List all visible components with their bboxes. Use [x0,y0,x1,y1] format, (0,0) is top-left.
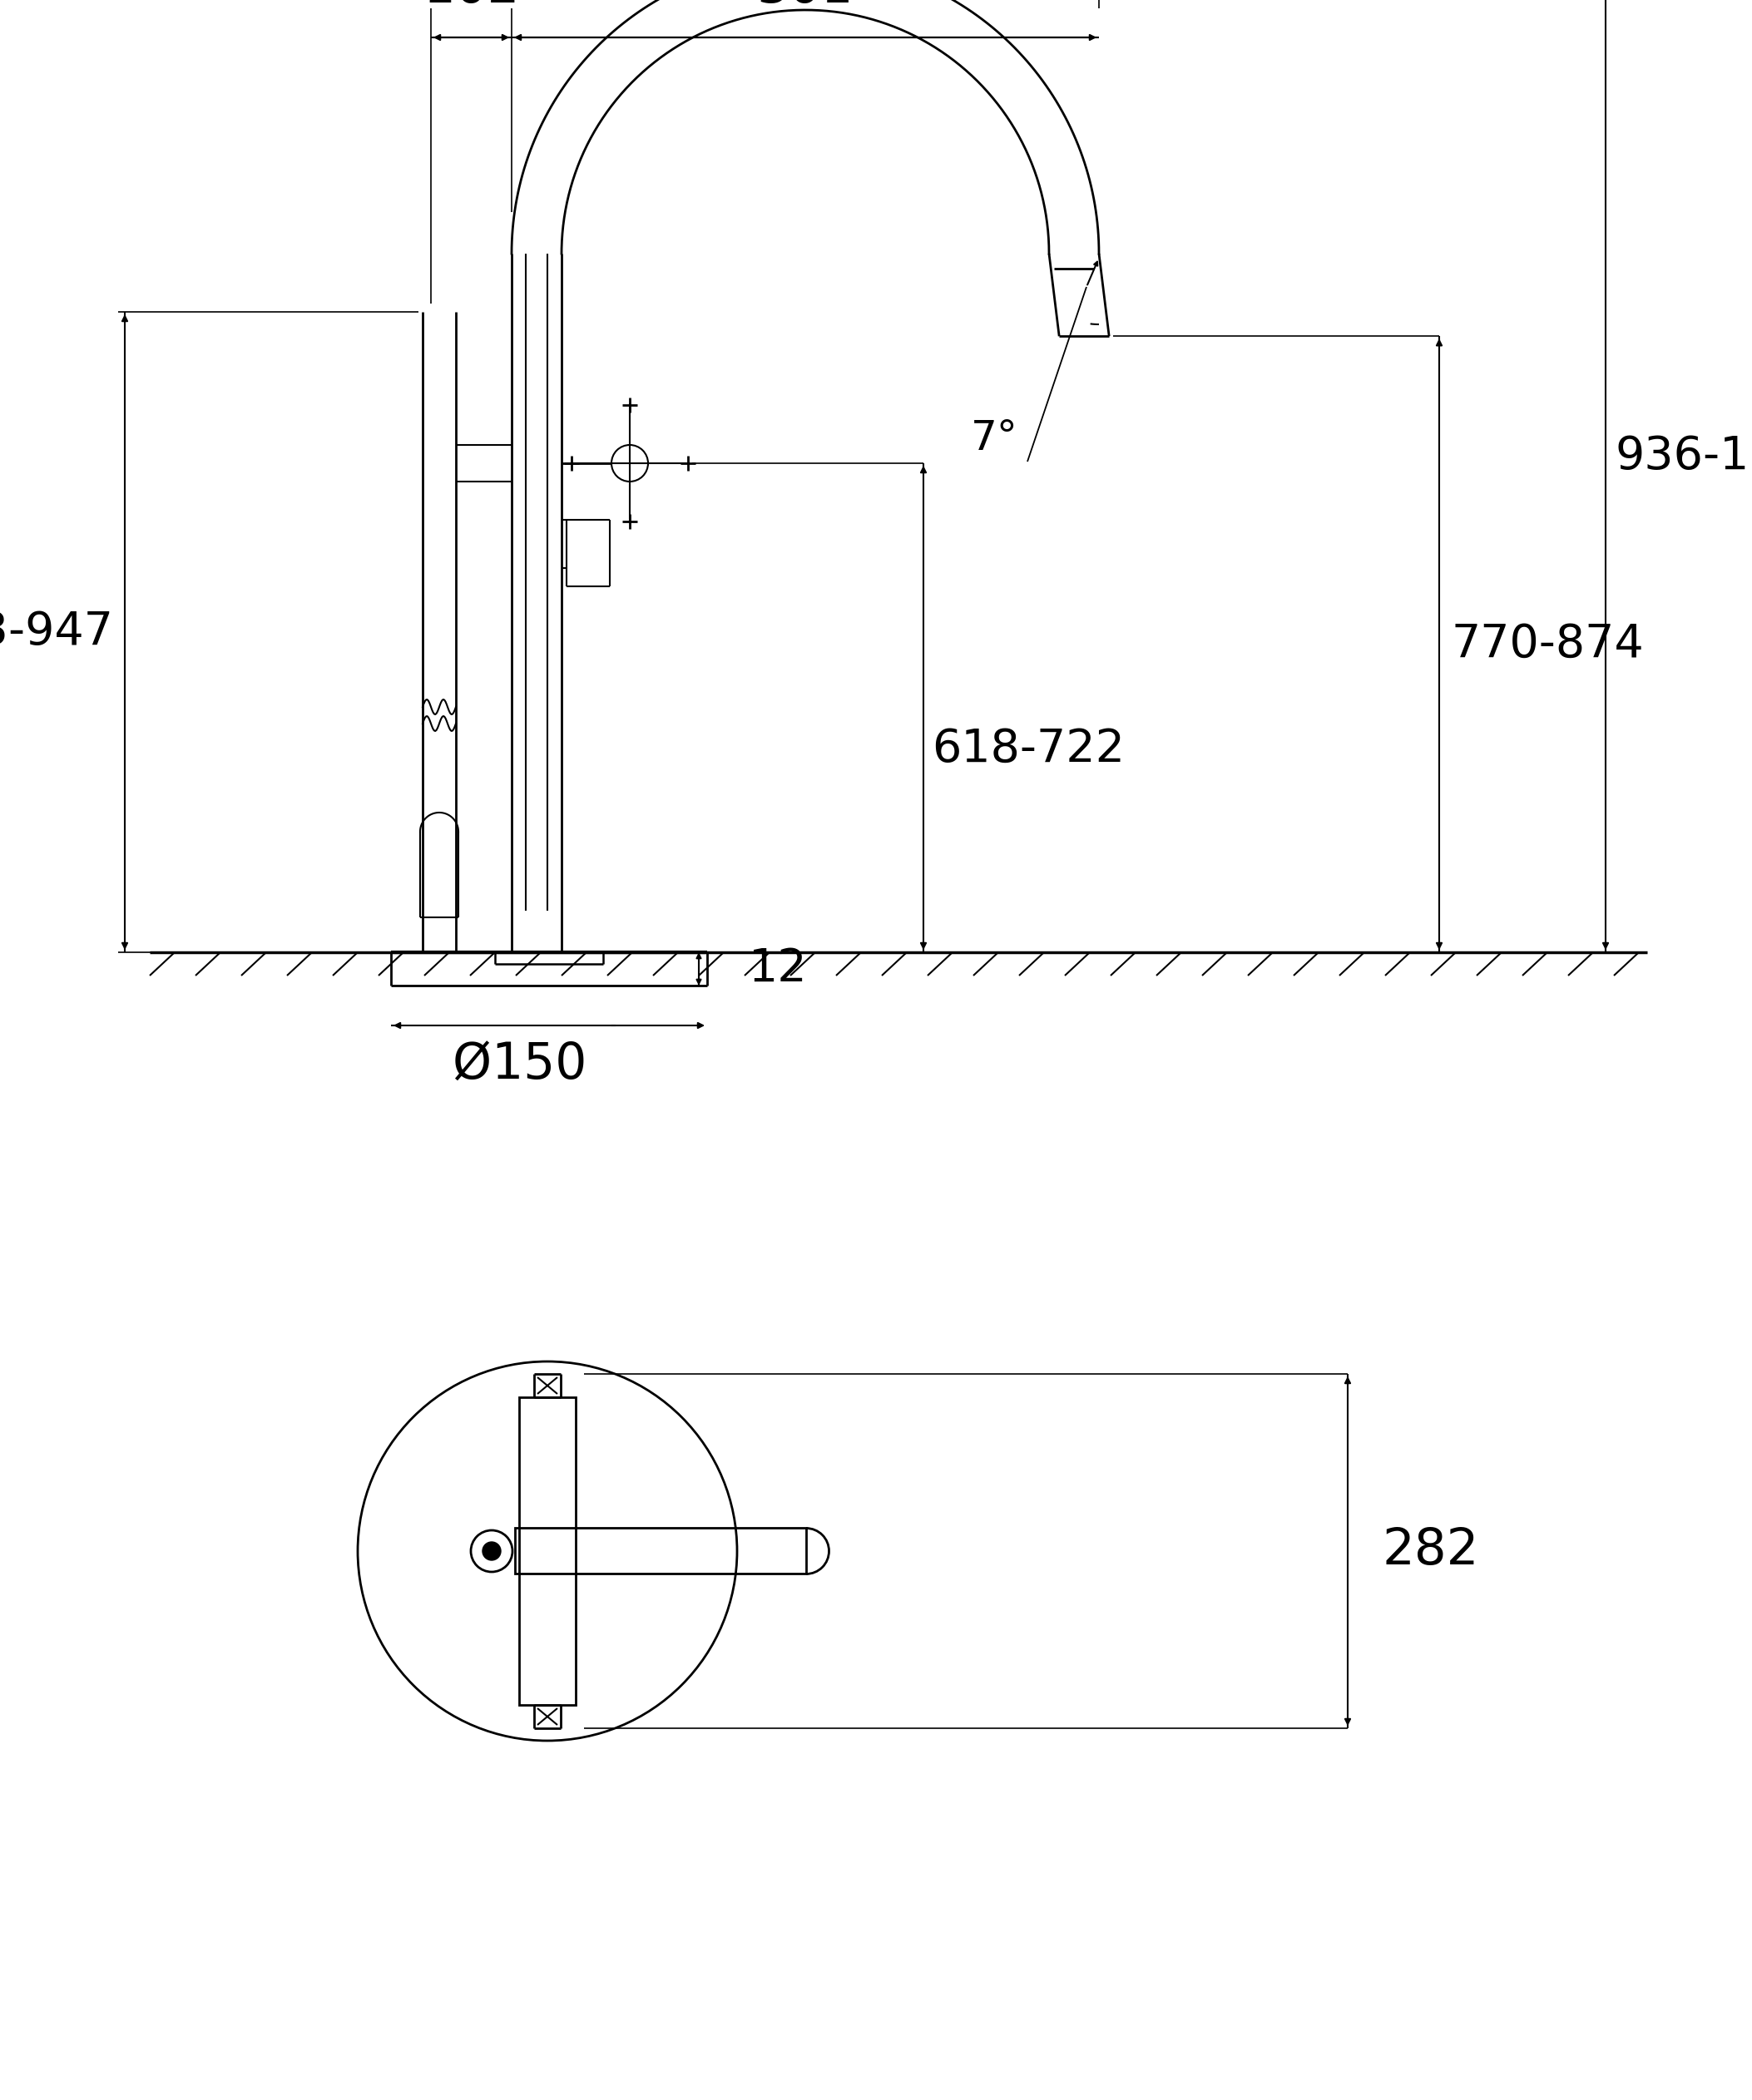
Bar [519,1396,576,1705]
Text: 12: 12 [748,947,808,991]
Text: Ø150: Ø150 [452,1042,587,1090]
Text: 770-874: 770-874 [1451,622,1643,666]
Text: 843-947: 843-947 [0,609,114,655]
Text: 7°: 7° [971,418,1018,458]
Text: 936-1040: 936-1040 [1615,435,1752,479]
Text: 618-722: 618-722 [932,727,1125,773]
Text: 301: 301 [757,0,853,15]
Circle shape [482,1541,501,1560]
Bar [515,1529,806,1573]
Text: 282: 282 [1382,1527,1479,1575]
Text: 102: 102 [422,0,520,15]
